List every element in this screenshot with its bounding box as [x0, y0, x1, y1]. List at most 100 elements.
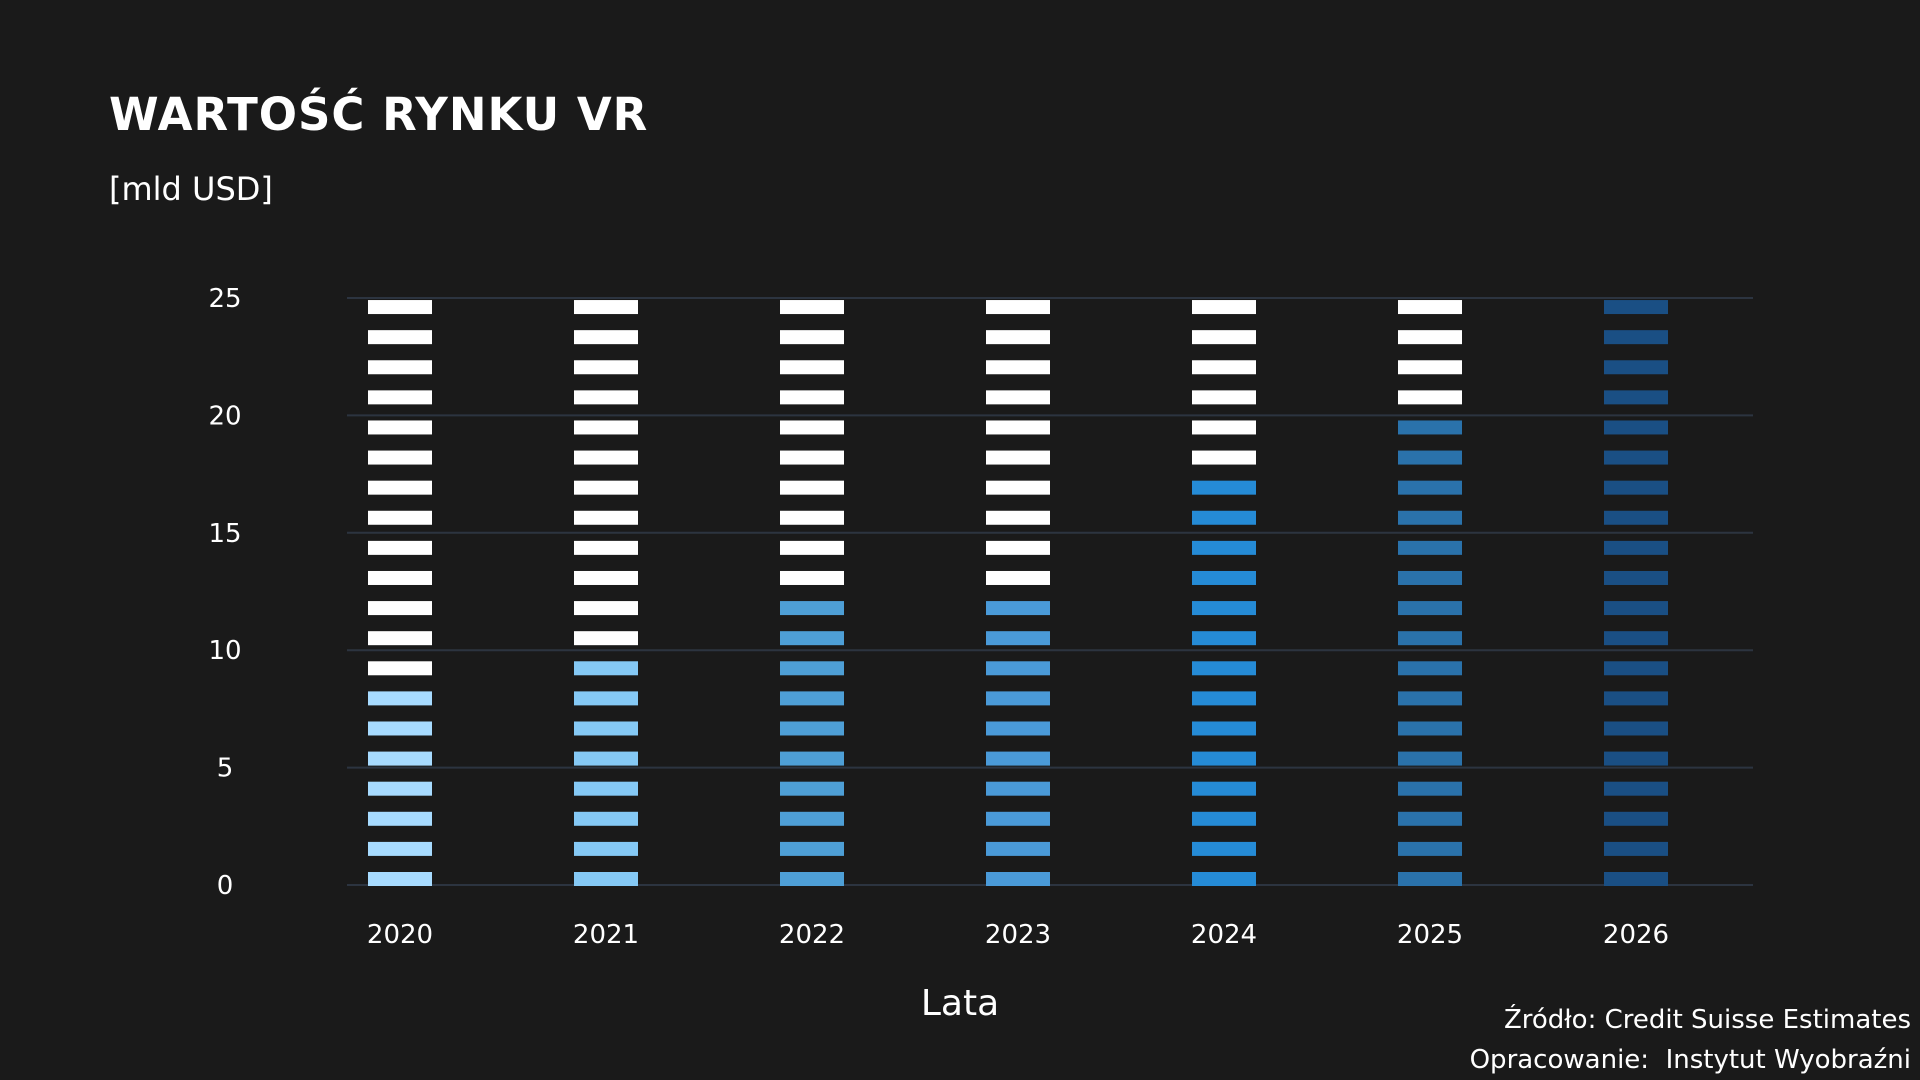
bar-segment-empty: [1398, 330, 1462, 345]
bar-segment-filled: [1604, 751, 1668, 766]
bar-segment-empty: [368, 510, 432, 525]
bar-segment-empty: [780, 540, 844, 555]
bar-segment-filled: [1398, 631, 1462, 646]
bar-segment-filled: [1192, 601, 1256, 616]
bar-segment-filled: [574, 841, 638, 856]
bar-segment-filled: [1192, 480, 1256, 495]
bar-segment-filled: [1604, 721, 1668, 736]
bar-segment-filled: [574, 872, 638, 886]
bar-segment-filled: [986, 841, 1050, 856]
bar-segment-filled: [1192, 661, 1256, 676]
bar-segment-empty: [574, 480, 638, 495]
bar-segment-filled: [1398, 510, 1462, 525]
bar-segment-empty: [780, 390, 844, 405]
bar-segment-empty: [986, 480, 1050, 495]
bar-segment-filled: [1604, 330, 1668, 345]
bar-segment-filled: [1192, 631, 1256, 646]
bar-segment-filled: [986, 781, 1050, 796]
bar-segment-filled: [1192, 841, 1256, 856]
x-axis-label: Lata: [921, 983, 999, 1024]
x-tick-label: 2023: [985, 920, 1051, 950]
x-axis: 2020 2021 2022 2023 2024 2025 2026: [367, 920, 1669, 950]
bar-segment-filled: [1604, 420, 1668, 435]
bar-segment-filled: [1398, 811, 1462, 826]
bar-segment-empty: [574, 601, 638, 616]
bar-segment-filled: [986, 721, 1050, 736]
bar-segment-empty: [574, 510, 638, 525]
bar-segment-filled: [1398, 601, 1462, 616]
bar-segment-filled: [780, 601, 844, 616]
bar-segment-filled: [1398, 781, 1462, 796]
bar-segment-empty: [780, 300, 844, 315]
bar-segment-filled: [368, 811, 432, 826]
x-tick-label: 2024: [1191, 920, 1257, 950]
bar-segment-filled: [780, 661, 844, 676]
bar-segment-empty: [368, 540, 432, 555]
bar-segment-filled: [1192, 570, 1256, 585]
bar-segment-empty: [1398, 360, 1462, 375]
y-tick-label: 20: [208, 401, 241, 431]
bar-segment-empty: [574, 300, 638, 315]
bar-segment-filled: [986, 751, 1050, 766]
bar-segment-filled: [780, 841, 844, 856]
bar-segment-filled: [1604, 510, 1668, 525]
bar-segment-filled: [1192, 540, 1256, 555]
bar-segment-filled: [368, 872, 432, 886]
chart-title: WARTOŚĆ RYNKU VR: [109, 88, 649, 141]
bar-segment-filled: [1192, 721, 1256, 736]
bar-segment-filled: [1192, 751, 1256, 766]
bar-segment-empty: [574, 631, 638, 646]
bar-segment-filled: [1398, 751, 1462, 766]
bar-segment-filled: [368, 751, 432, 766]
bar-segment-empty: [368, 661, 432, 676]
bar-segment-empty: [1192, 330, 1256, 345]
y-tick-label: 0: [217, 871, 234, 901]
bar-segment-filled: [780, 811, 844, 826]
bar-segment-empty: [574, 390, 638, 405]
bar-segment-filled: [1192, 691, 1256, 706]
bar-segment-filled: [1604, 450, 1668, 465]
bar-segment-empty: [780, 330, 844, 345]
author-line: Opracowanie: Instytut Wyobraźni: [1469, 1045, 1911, 1075]
bar-segment-empty: [1192, 390, 1256, 405]
bar-segment-filled: [368, 691, 432, 706]
bar-segment-filled: [1398, 721, 1462, 736]
bar-segment-empty: [368, 631, 432, 646]
bar-segment-filled: [780, 781, 844, 796]
bar-segment-filled: [1192, 510, 1256, 525]
bar-segment-filled: [574, 661, 638, 676]
bar-segment-filled: [574, 811, 638, 826]
bar-segment-empty: [574, 420, 638, 435]
bar-segment-filled: [368, 781, 432, 796]
bar-segment-empty: [368, 570, 432, 585]
bar-segment-filled: [1398, 841, 1462, 856]
bar-segment-empty: [368, 450, 432, 465]
bar-segment-empty: [368, 300, 432, 315]
bar-segment-filled: [1604, 631, 1668, 646]
bar-segment-filled: [1604, 661, 1668, 676]
bar-segment-filled: [1192, 872, 1256, 886]
grid-lines: [347, 297, 1753, 886]
bar-segment-empty: [368, 330, 432, 345]
bar-segment-filled: [780, 691, 844, 706]
bar-segment-empty: [780, 420, 844, 435]
bar-segment-filled: [1604, 872, 1668, 886]
bar-segment-filled: [1192, 781, 1256, 796]
bar-segment-empty: [1192, 450, 1256, 465]
bar-segment-filled: [1604, 841, 1668, 856]
bar-segment-empty: [1192, 360, 1256, 375]
y-tick-label: 15: [208, 519, 241, 549]
bar-segment-filled: [574, 751, 638, 766]
bar-segment-empty: [368, 420, 432, 435]
bar-segment-empty: [986, 420, 1050, 435]
chart-subtitle: [mld USD]: [109, 170, 273, 208]
bar-segment-empty: [986, 360, 1050, 375]
bar-segment-filled: [1604, 570, 1668, 585]
bar-segment-empty: [986, 570, 1050, 585]
bar-segment-filled: [1398, 872, 1462, 886]
bar-segment-filled: [1604, 540, 1668, 555]
bar-segment-empty: [1192, 300, 1256, 315]
bar-segment-empty: [986, 510, 1050, 525]
bar-segment-empty: [780, 450, 844, 465]
bar-segment-empty: [368, 480, 432, 495]
